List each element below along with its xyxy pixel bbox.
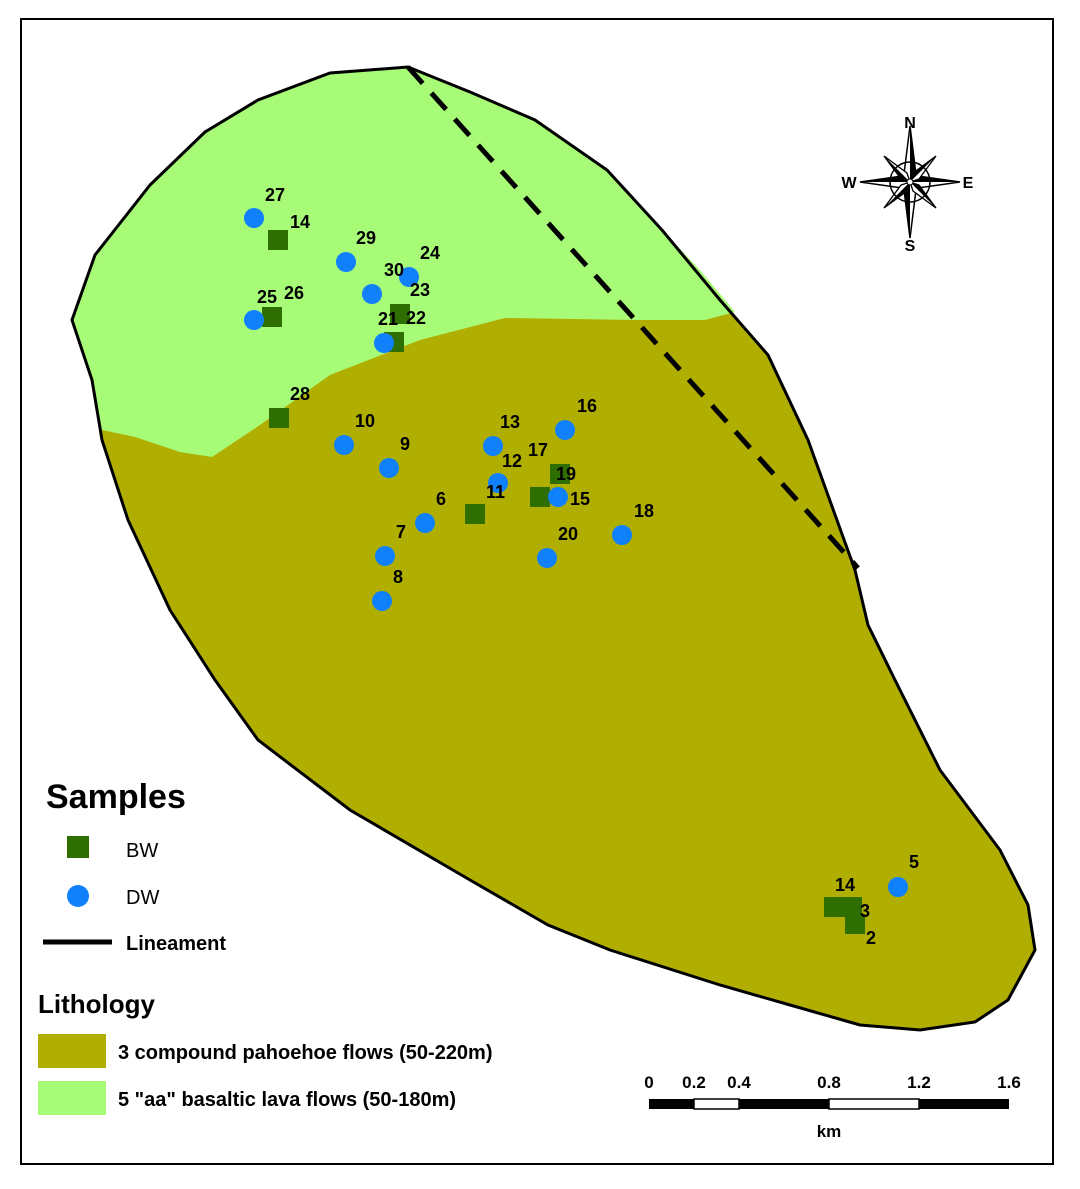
dw-sample-marker-7 [375,546,395,566]
legend-pahoehoe-label: 3 compound pahoehoe flows (50-220m) [118,1042,493,1064]
dw-sample-label-15: 15 [570,489,590,509]
dw-sample-label-20: 20 [558,524,578,544]
dw-sample-marker-29 [336,252,356,272]
bw-sample-marker-26 [262,307,282,327]
dw-sample-label-21: 21 [378,309,398,329]
legend-pahoehoe-swatch [38,1034,106,1068]
dw-sample-marker-13 [483,436,503,456]
dw-sample-label-30: 30 [384,260,404,280]
compass-west-label: W [841,175,857,192]
dw-sample-marker-6 [415,513,435,533]
dw-sample-marker-10 [334,435,354,455]
dw-sample-marker-15 [548,487,568,507]
bw-sample-marker-3 [842,897,862,917]
dw-sample-marker-8 [372,591,392,611]
legend-bw-label: BW [126,840,158,862]
aa-flow-unit [72,67,735,457]
bw-sample-label-23: 23 [410,280,430,300]
legend-samples-title: Samples [46,778,186,816]
dw-sample-label-7: 7 [396,522,406,542]
dw-sample-marker-5 [888,877,908,897]
dw-sample-label-27: 27 [265,185,285,205]
bw-sample-marker-19 [550,464,570,484]
bw-sample-marker-23 [390,304,410,324]
lineament-line [406,65,860,570]
legend-bw-swatch [67,836,89,858]
bw-sample-marker-11 [465,504,485,524]
dw-sample-label-10: 10 [355,411,375,431]
legend-dw-label: DW [126,887,159,909]
compass-east-label: E [963,175,974,192]
scale-tick-label: 1.6 [997,1073,1021,1092]
dw-sample-label-8: 8 [393,567,403,587]
dw-sample-label-16: 16 [577,396,597,416]
dw-sample-marker-12 [488,473,508,493]
dw-sample-marker-9 [379,458,399,478]
compass-south-label: S [905,238,916,255]
dw-sample-label-25: 25 [257,287,277,307]
scale-bar [649,1098,1009,1110]
dw-sample-label-12: 12 [502,451,522,471]
bw-sample-marker-28 [269,408,289,428]
bw-sample-label-11: 11 [486,482,505,502]
dw-sample-marker-18 [612,525,632,545]
dw-sample-label-9: 9 [400,434,410,454]
legend-aa-label: 5 "aa" basaltic lava flows (50-180m) [118,1089,456,1111]
scale-tick-label: 1.2 [907,1073,931,1092]
north-arrow-compass: N S E W [841,115,973,255]
scale-bar-unit: km [817,1122,842,1141]
study-area-boundary [70,65,1037,1032]
legend-lithology-title: Lithology [38,989,156,1019]
dw-sample-marker-30 [362,284,382,304]
legend-aa-swatch [38,1081,106,1115]
dw-sample-marker-24 [399,267,419,287]
scale-tick-label: 0.2 [682,1073,706,1092]
dw-sample-marker-27 [244,208,264,228]
compass-north-label: N [904,115,916,132]
bw-sample-label-26: 26 [284,283,304,303]
bw-sample-marker-14 [824,897,844,917]
dw-sample-label-13: 13 [500,412,520,432]
bw-sample-label-19: 19 [556,464,576,484]
dw-sample-label-18: 18 [634,501,654,521]
bw-samples-layer [262,230,865,934]
scale-tick-label: 0 [644,1073,653,1092]
dw-sample-label-6: 6 [436,489,446,509]
bw-sample-marker-2 [845,914,865,934]
dw-sample-marker-21 [374,333,394,353]
dw-sample-marker-25 [244,310,264,330]
dw-sample-marker-20 [537,548,557,568]
bw-sample-label-17: 17 [528,440,548,460]
dw-samples-layer [244,208,908,897]
scale-tick-label: 0.8 [817,1073,841,1092]
dw-sample-label-24: 24 [420,243,440,263]
bw-sample-label-28: 28 [290,384,310,404]
bw-sample-label-3: 3 [860,901,870,921]
scale-bar-ticks: 0 0.2 0.4 0.8 1.2 1.6 [644,1073,1021,1092]
bw-sample-label-14: 14 [290,212,310,232]
dw-sample-marker-16 [555,420,575,440]
bw-sample-marker-17 [530,487,550,507]
bw-sample-label-14: 14 [835,875,855,895]
dw-sample-label-5: 5 [909,852,919,872]
scale-tick-label: 0.4 [727,1073,751,1092]
bw-sample-label-2: 2 [866,928,876,948]
bw-sample-label-22: 22 [406,308,426,328]
bw-sample-marker-14 [268,230,288,250]
legend-lineament-label: Lineament [126,933,226,955]
dw-sample-label-29: 29 [356,228,376,248]
legend-dw-swatch [67,885,89,907]
